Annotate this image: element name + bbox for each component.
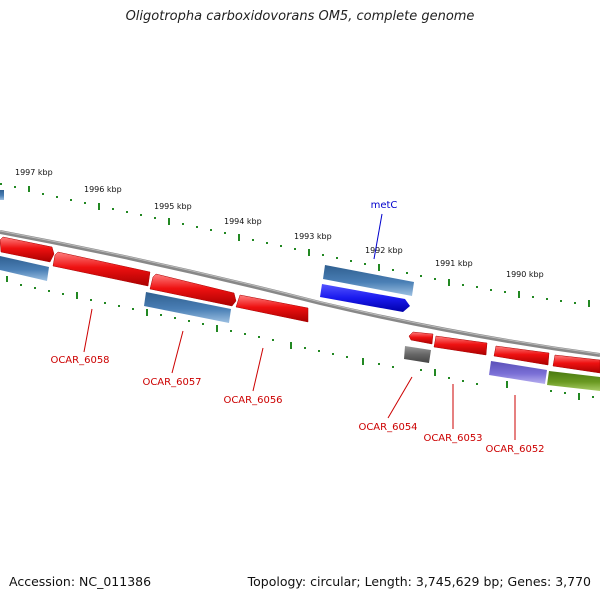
kbp-label: 1990 kbp bbox=[506, 270, 544, 279]
genome-summary-text: Topology: circular; Length: 3,745,629 bp… bbox=[247, 574, 591, 589]
accession-text: Accession: NC_011386 bbox=[9, 574, 152, 589]
gene-feature-red[interactable] bbox=[408, 331, 434, 345]
major-tick bbox=[146, 309, 148, 316]
genome-backbone-highlight bbox=[0, 230, 600, 355]
major-tick bbox=[518, 291, 520, 298]
genome-title: Oligotropha carboxidovorans OM5, complet… bbox=[125, 9, 475, 24]
major-tick bbox=[362, 358, 364, 365]
kbp-label: 1992 kbp bbox=[365, 246, 403, 255]
metc-leader-line bbox=[373, 213, 383, 260]
major-tick bbox=[290, 342, 292, 349]
major-tick bbox=[98, 203, 100, 210]
gene-label-metc[interactable]: metC bbox=[371, 200, 398, 211]
genome-backbone bbox=[0, 230, 600, 357]
gene-label-ocar-6057[interactable]: OCAR_6057 bbox=[142, 377, 201, 388]
major-tick bbox=[308, 249, 310, 256]
kbp-label: 1994 kbp bbox=[224, 217, 262, 226]
gene-feature-steelblue[interactable] bbox=[144, 292, 231, 323]
gene-feature-red[interactable] bbox=[149, 273, 237, 307]
gene-label-ocar-6053[interactable]: OCAR_6053 bbox=[423, 433, 482, 444]
major-tick bbox=[6, 276, 8, 282]
kbp-label: 1991 kbp bbox=[435, 259, 473, 268]
kbp-label: 1993 kbp bbox=[294, 232, 332, 241]
gene-feature-blue[interactable] bbox=[320, 284, 410, 312]
major-tick bbox=[168, 218, 170, 225]
gene-feature-red[interactable] bbox=[235, 294, 309, 323]
major-tick bbox=[588, 300, 590, 307]
inner-tick-ring bbox=[6, 276, 594, 400]
major-tick bbox=[448, 279, 450, 286]
outer-tick-ring bbox=[0, 183, 590, 307]
gene-feature-metc[interactable] bbox=[323, 265, 414, 296]
gene-feature-red[interactable] bbox=[493, 345, 550, 366]
kbp-label: 1997 kbp bbox=[15, 168, 53, 177]
major-tick bbox=[238, 234, 240, 241]
gene-feature-red[interactable] bbox=[52, 251, 151, 287]
major-tick bbox=[506, 381, 508, 388]
gene-feature-gray[interactable] bbox=[404, 346, 431, 363]
major-tick bbox=[378, 264, 380, 271]
major-tick bbox=[434, 369, 436, 376]
gene-feature-red[interactable] bbox=[433, 335, 488, 356]
gene-leader-lines bbox=[83, 308, 516, 440]
major-tick bbox=[28, 186, 30, 192]
major-tick bbox=[76, 292, 78, 299]
gene-feature-red[interactable] bbox=[552, 354, 600, 374]
major-tick bbox=[216, 325, 218, 332]
gene-feature-purple[interactable] bbox=[489, 361, 547, 384]
gene-label-ocar-6054[interactable]: OCAR_6054 bbox=[358, 422, 417, 433]
gene-feature-steelblue[interactable] bbox=[0, 190, 4, 200]
kbp-label: 1995 kbp bbox=[154, 202, 192, 211]
kbp-label: 1996 kbp bbox=[84, 185, 122, 194]
gene-label-ocar-6052[interactable]: OCAR_6052 bbox=[485, 444, 544, 455]
gene-feature-steelblue[interactable] bbox=[0, 256, 49, 281]
gene-label-ocar-6058[interactable]: OCAR_6058 bbox=[50, 355, 109, 366]
gene-feature-olive[interactable] bbox=[547, 371, 600, 391]
gene-label-ocar-6056[interactable]: OCAR_6056 bbox=[223, 395, 282, 406]
major-tick bbox=[578, 393, 580, 400]
gene-feature-red[interactable] bbox=[0, 236, 55, 263]
